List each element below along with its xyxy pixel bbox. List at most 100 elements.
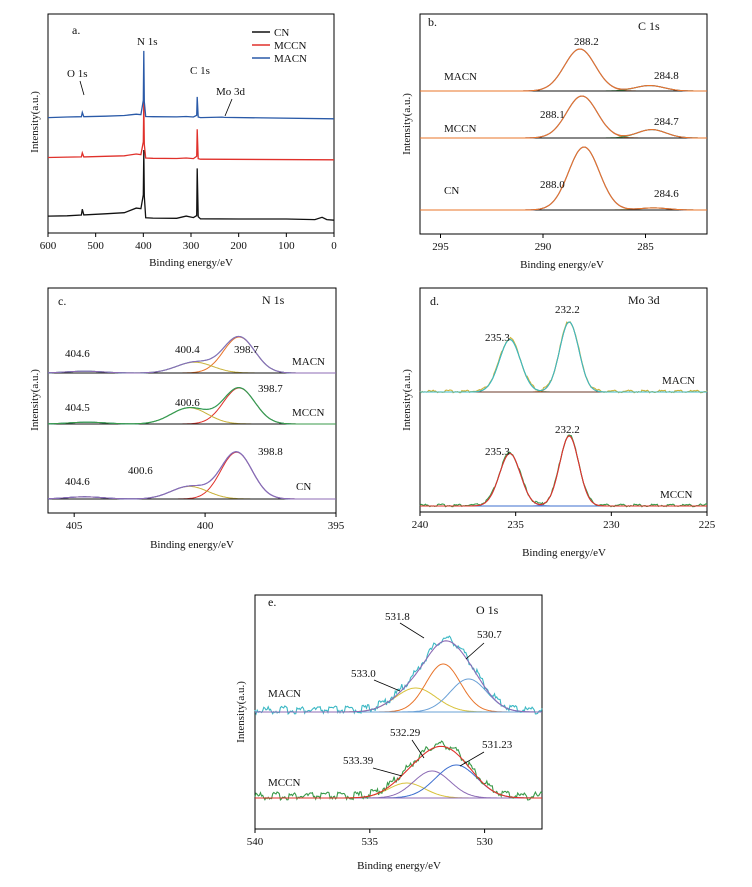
panel-c-peak-label: 398.7 — [258, 383, 283, 395]
panel-a-legend: CN MCCN MACN — [252, 27, 307, 65]
x-tick-label: 530 — [476, 836, 493, 848]
x-tick-label: 400 — [135, 240, 152, 252]
series-cn — [47, 149, 335, 221]
pointer-533-39 — [372, 767, 403, 777]
panel-c-label: c. — [58, 294, 66, 308]
fit-envelope-macn — [420, 321, 707, 393]
panel-b-series-cn: CN — [444, 185, 459, 197]
series-macn — [47, 50, 335, 120]
annotation-o1s: O 1s — [67, 68, 87, 80]
fit-envelope-cn — [48, 451, 336, 500]
panel-d-series-mccn: MCCN — [660, 489, 692, 501]
panel-c-xlabel: Binding energy/eV — [150, 539, 234, 551]
panel-a-xlabel: Binding energy/eV — [149, 257, 233, 269]
panel-d-peak-label: 232.2 — [555, 304, 580, 316]
panel-e-ylabel: Intensity(a.u.) — [235, 681, 247, 743]
panel-c-curves — [47, 335, 336, 500]
panel-e-peak-label: 533.0 — [351, 668, 376, 680]
fit-envelope-mccn — [255, 745, 542, 799]
fit-envelope-cn — [420, 146, 707, 211]
x-tick-label: 200 — [230, 240, 247, 252]
panel-a-ylabel: Intensity(a.u.) — [29, 91, 41, 153]
panel-d-peak-label: 235.3 — [485, 446, 510, 458]
panel-b-label: b. — [428, 15, 437, 29]
panel-c-peak-label: 404.5 — [65, 402, 90, 414]
panel-b-peak-label: 284.6 — [654, 188, 679, 200]
fit-envelope-macn — [47, 335, 336, 374]
x-tick-label: 295 — [432, 241, 449, 253]
panel-d-series-macn: MACN — [662, 375, 695, 387]
panel-e-series-macn: MACN — [268, 688, 301, 700]
panel-e-curves — [254, 635, 543, 801]
panel-a-curves — [47, 50, 335, 221]
fit-envelope-mccn — [420, 95, 707, 139]
fit-envelope-macn — [255, 640, 542, 713]
panel-d-curves — [419, 321, 708, 508]
panel-d-x-ticks: 240 235 230 225 — [412, 512, 716, 531]
annotation-o1s-pointer — [79, 80, 85, 96]
panel-c-peak-label: 400.4 — [175, 344, 200, 356]
panel-d-frame — [419, 287, 708, 513]
raw-spectrum-macn — [254, 635, 543, 716]
panel-b-series-macn: MACN — [444, 71, 477, 83]
x-tick-label: 535 — [362, 836, 379, 848]
fit-envelope-mccn — [48, 387, 336, 425]
x-tick-label: 225 — [699, 519, 716, 531]
panel-c-peak-label: 404.6 — [65, 476, 90, 488]
panel-e-label: e. — [268, 595, 276, 609]
panel-c-peak-label: 400.6 — [128, 465, 153, 477]
panel-a-label: a. — [72, 23, 80, 37]
panel-d-ylabel: Intensity(a.u.) — [401, 369, 413, 431]
x-tick-label: 240 — [412, 519, 429, 531]
pointer-533-0 — [373, 679, 401, 692]
annotation-mo3d-pointer — [224, 98, 233, 117]
panel-e-xlabel: Binding energy/eV — [357, 860, 441, 872]
panel-e-peak-label: 532.29 — [390, 727, 421, 739]
fit-envelope-macn — [420, 48, 707, 92]
pointer-531-8 — [399, 622, 425, 639]
panel-b-title: C 1s — [638, 19, 660, 33]
panel-d-title: Mo 3d — [628, 293, 660, 307]
panel-c-series-mccn: MCCN — [292, 407, 324, 419]
panel-e-peak-label: 530.7 — [477, 629, 502, 641]
x-tick-label: 290 — [535, 241, 552, 253]
x-tick-label: 405 — [66, 520, 83, 532]
pointer-530-7 — [465, 642, 485, 660]
panel-b-peak-label: 284.8 — [654, 70, 679, 82]
panel-b-peak-label: 288.2 — [574, 36, 599, 48]
x-tick-label: 300 — [183, 240, 200, 252]
panel-b-peak-label: 288.0 — [540, 179, 565, 191]
panel-e-series-mccn: MCCN — [268, 777, 300, 789]
panel-b-ylabel: Intensity(a.u.) — [401, 93, 413, 155]
legend-label-cn: CN — [274, 27, 289, 39]
panel-b: b. C 1s Intensity(a.u.) Binding energy/e… — [401, 13, 708, 271]
panel-a-x-ticks: 600 500 400 300 200 100 0 — [40, 233, 337, 252]
panel-e-x-ticks: 540 535 530 — [247, 829, 493, 848]
panel-e-peak-label: 531.23 — [482, 739, 513, 751]
component-peak — [48, 451, 336, 500]
x-tick-label: 0 — [331, 240, 337, 252]
annotation-n1s: N 1s — [137, 36, 157, 48]
x-tick-label: 100 — [278, 240, 295, 252]
panel-b-peak-label: 284.7 — [654, 116, 679, 128]
panel-b-series-mccn: MCCN — [444, 123, 476, 135]
panel-c-peak-label: 404.6 — [65, 348, 90, 360]
panel-c-peak-label: 398.7 — [234, 344, 259, 356]
x-tick-label: 540 — [247, 836, 264, 848]
panel-e-peak-label: 533.39 — [343, 755, 374, 767]
annotation-c1s: C 1s — [190, 65, 210, 77]
panel-c-frame — [47, 287, 337, 514]
panel-d-label: d. — [430, 294, 439, 308]
panel-e: e. O 1s Intensity(a.u.) Binding energy/e… — [235, 594, 543, 872]
panel-c-title: N 1s — [262, 293, 285, 307]
x-tick-label: 395 — [328, 520, 345, 532]
panel-c: c. N 1s Intensity(a.u.) Binding energy/e… — [29, 287, 345, 551]
panel-c-x-ticks: 405 400 395 — [66, 513, 345, 532]
fit-envelope-mccn — [420, 435, 707, 507]
panel-e-pointers — [372, 622, 485, 777]
panel-d-xlabel: Binding energy/eV — [522, 547, 606, 559]
panel-a: a. Intensity(a.u.) Binding energy/eV 600… — [29, 13, 337, 269]
panel-c-peak-label: 400.6 — [175, 397, 200, 409]
legend-label-mccn: MCCN — [274, 40, 306, 52]
